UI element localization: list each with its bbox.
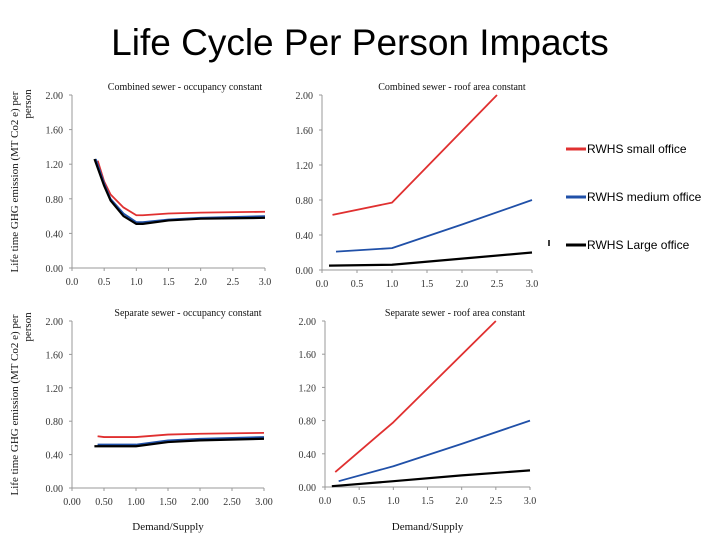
slide-title: Life Cycle Per Person Impacts — [111, 22, 609, 63]
y-tick-label: 0.40 — [299, 450, 317, 461]
y-tick-label: 2.00 — [296, 91, 314, 102]
x-tick-label: 1.5 — [421, 279, 434, 290]
y-tick-label: 0.00 — [296, 266, 314, 277]
x-tick-label: 1.0 — [387, 496, 400, 507]
y-tick-label: 0.40 — [46, 451, 64, 462]
y-tick-label: 1.20 — [296, 161, 314, 172]
x-tick-label: 1.0 — [130, 277, 143, 288]
x-tick-label: 0.50 — [95, 497, 113, 508]
x-tick-label: 3.0 — [526, 279, 539, 290]
y-tick-label: 2.00 — [46, 317, 64, 328]
y-tick-label: 0.80 — [296, 196, 314, 207]
y-tick-label: 0.80 — [299, 417, 317, 428]
legend-label: RWHS Large office — [587, 238, 690, 252]
y-tick-label: 1.20 — [46, 384, 64, 395]
y-tick-label: 1.60 — [299, 350, 317, 361]
x-tick-label: 0.0 — [319, 496, 332, 507]
x-tick-label: 2.00 — [191, 497, 209, 508]
y-tick-label: 1.60 — [296, 126, 314, 137]
x-tick-label: 2.0 — [456, 279, 469, 290]
chart-title: Separate sewer - occupancy constant — [114, 308, 261, 319]
x-tick-label: 1.50 — [159, 497, 177, 508]
series-line-rwhs-medium-office — [335, 199, 533, 253]
y-tick-label: 0.40 — [46, 229, 64, 240]
series-line-rwhs-small-office — [96, 160, 266, 217]
y-axis-label-cont: person — [22, 312, 34, 342]
y-tick-label: 2.00 — [46, 91, 64, 102]
x-tick-label: 2.0 — [455, 496, 468, 507]
y-tick-label: 0.00 — [46, 264, 64, 275]
y-tick-label: 0.00 — [46, 484, 64, 495]
x-tick-label: 3.00 — [255, 497, 273, 508]
y-tick-label: 1.60 — [46, 126, 64, 137]
y-tick-label: 1.60 — [46, 350, 64, 361]
chart-panel-2: 0.00 0.40 0.80 1.20 1.60 2.00 0.0 0.5 1.0 1.5 2.0 2… — [296, 82, 539, 290]
x-tick-label: 1.00 — [127, 497, 145, 508]
x-tick-label: 3.0 — [259, 277, 272, 288]
x-tick-label: 0.00 — [63, 497, 81, 508]
y-tick-label: 1.20 — [46, 160, 64, 171]
legend-label: RWHS medium office — [587, 190, 702, 204]
y-tick-label: 0.40 — [296, 231, 314, 242]
series-line-rwhs-medium-office — [97, 436, 265, 446]
x-tick-label: 0.5 — [351, 279, 364, 290]
x-tick-label: 2.50 — [223, 497, 241, 508]
x-tick-label: 0.5 — [353, 496, 366, 507]
y-axis-label: Life time GHG emission (MT Co2 e) per — [9, 91, 21, 272]
chart-title: Combined sewer - roof area constant — [378, 82, 526, 93]
chart-panel-4: 0.00 0.40 0.80 1.20 1.60 2.00 0.0 0.5 1.0 1.5 2.0 2… — [299, 308, 537, 533]
series-line-rwhs-small-office — [97, 431, 265, 438]
y-tick-label: 0.80 — [46, 195, 64, 206]
legend: RWHS small office RWHS medium office RWHS … — [566, 142, 702, 252]
y-axis-label: Life time GHG emission (MT Co2 e) per — [9, 314, 21, 495]
chart-title: Combined sewer - occupancy constant — [108, 82, 263, 93]
y-axis-label-cont: person — [22, 89, 34, 119]
series-line-rwhs-large-office — [93, 158, 266, 225]
series-line-rwhs-large-office — [94, 437, 265, 448]
y-tick-label: 1.20 — [299, 383, 317, 394]
chart-panel-1: 0.00 0.40 0.80 1.20 1.60 2.00 0.0 0.5 1.0 1.5 2.0 2… — [9, 82, 271, 288]
series-line-rwhs-medium-office — [338, 419, 531, 483]
x-tick-label: 1.5 — [421, 496, 434, 507]
x-tick-label: 0.0 — [316, 279, 329, 290]
x-tick-label: 1.0 — [386, 279, 399, 290]
x-tick-label: 2.5 — [491, 279, 504, 290]
y-tick-label: 0.80 — [46, 417, 64, 428]
x-tick-label: 2.5 — [490, 496, 503, 507]
chart-panel-3: 0.00 0.40 0.80 1.20 1.60 2.00 0.00 0.50 1.00 1.50… — [9, 308, 273, 533]
x-tick-label: 0.5 — [98, 277, 111, 288]
y-tick-label: 2.00 — [299, 317, 317, 328]
x-tick-label: 1.5 — [162, 277, 175, 288]
y-tick-label: 0.00 — [299, 483, 317, 494]
legend-label: RWHS small office — [587, 142, 687, 156]
x-tick-label: 2.5 — [227, 277, 240, 288]
series-line-rwhs-large-office — [331, 469, 531, 488]
series-line-rwhs-large-office — [328, 251, 533, 267]
x-tick-label: 0.0 — [66, 277, 79, 288]
chart-title: Separate sewer - roof area constant — [385, 308, 525, 319]
series-line-rwhs-small-office — [332, 94, 498, 216]
x-axis-label: Demand/Supply — [392, 521, 464, 533]
x-axis-label: Demand/Supply — [132, 521, 204, 533]
x-tick-label: 2.0 — [194, 277, 207, 288]
series-line-rwhs-small-office — [334, 320, 497, 473]
x-tick-label: 3.0 — [524, 496, 537, 507]
